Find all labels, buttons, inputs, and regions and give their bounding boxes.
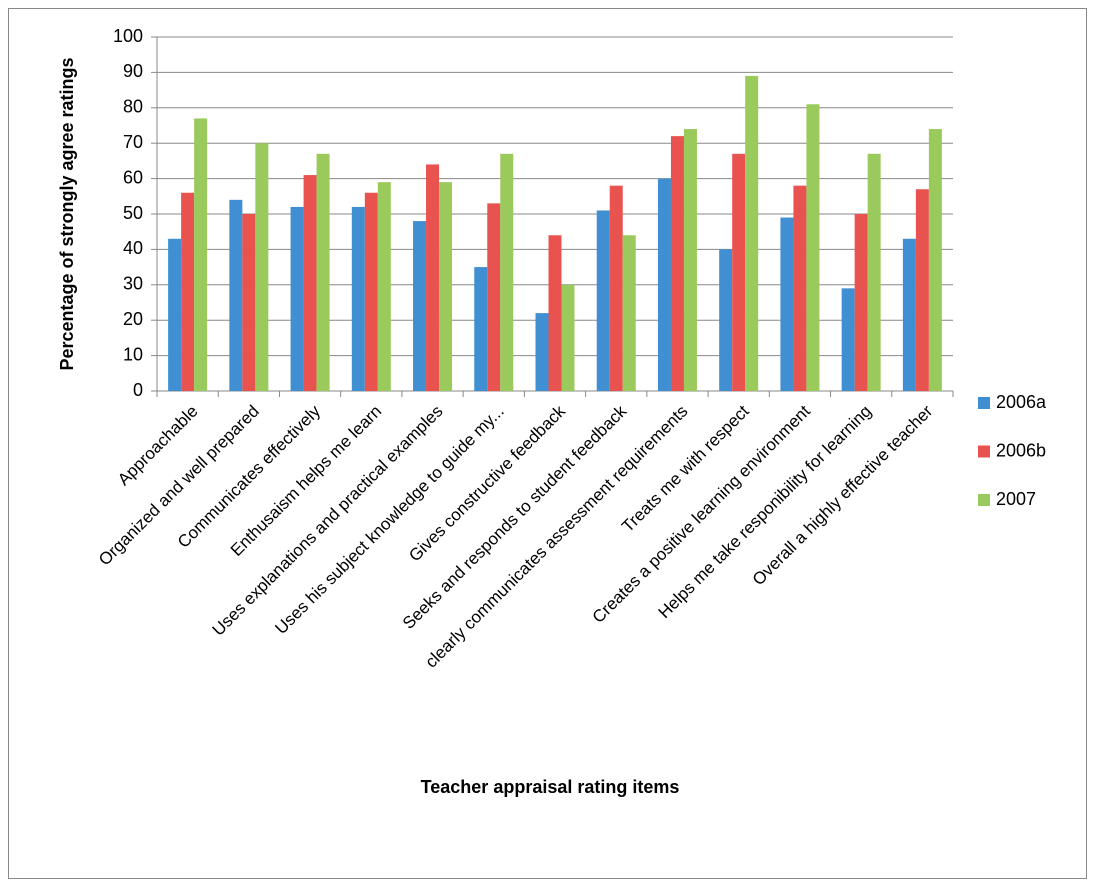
- y-tick-label: 20: [123, 309, 143, 329]
- bar: [500, 153, 514, 391]
- legend-label: 2006a: [996, 392, 1047, 412]
- bar: [670, 136, 684, 391]
- bar: [732, 153, 746, 391]
- bar: [596, 210, 610, 391]
- bar: [683, 129, 697, 392]
- y-tick-label: 10: [123, 344, 143, 364]
- bar: [255, 143, 269, 391]
- y-axis-title: Percentage of strongly agree ratings: [57, 57, 77, 370]
- bar: [316, 153, 330, 391]
- bar: [745, 75, 759, 391]
- bar: [290, 206, 304, 391]
- bar: [622, 235, 636, 391]
- bar: [181, 192, 195, 391]
- bar: [780, 217, 794, 391]
- bar: [303, 175, 317, 391]
- bar: [535, 313, 549, 391]
- bar: [377, 182, 391, 391]
- chart-border: [8, 8, 1087, 879]
- y-tick-label: 70: [123, 132, 143, 152]
- bar: [561, 284, 575, 391]
- bar: [168, 238, 182, 391]
- legend-label: 2007: [996, 489, 1036, 509]
- bar: [609, 185, 623, 391]
- y-tick-label: 80: [123, 97, 143, 117]
- bar: [841, 288, 855, 391]
- bar: [439, 182, 453, 391]
- y-tick-label: 30: [123, 274, 143, 294]
- bar: [806, 104, 820, 391]
- bar: [719, 249, 733, 391]
- y-tick-label: 50: [123, 203, 143, 223]
- bar: [351, 206, 365, 391]
- bar: [902, 238, 916, 391]
- legend-swatch: [978, 494, 990, 506]
- y-tick-label: 40: [123, 238, 143, 258]
- y-tick-label: 90: [123, 61, 143, 81]
- bar: [928, 129, 942, 392]
- bar: [242, 214, 256, 391]
- bar: [793, 185, 807, 391]
- legend-swatch: [978, 397, 990, 409]
- bar: [657, 178, 671, 391]
- y-tick-label: 100: [113, 26, 143, 46]
- legend-label: 2006b: [996, 440, 1046, 460]
- bar: [474, 267, 488, 391]
- x-axis-title: Teacher appraisal rating items: [421, 777, 680, 797]
- bar: [487, 203, 501, 391]
- bar: [548, 235, 562, 391]
- bar: [915, 189, 929, 391]
- y-tick-label: 60: [123, 167, 143, 187]
- bar: [194, 118, 208, 392]
- bar: [854, 214, 868, 391]
- legend-swatch: [978, 445, 990, 458]
- y-tick-label: 0: [133, 380, 143, 400]
- bar: [426, 164, 440, 391]
- bar: [413, 221, 427, 391]
- bar: [867, 153, 881, 391]
- bar: [229, 199, 243, 391]
- bar: [364, 192, 378, 391]
